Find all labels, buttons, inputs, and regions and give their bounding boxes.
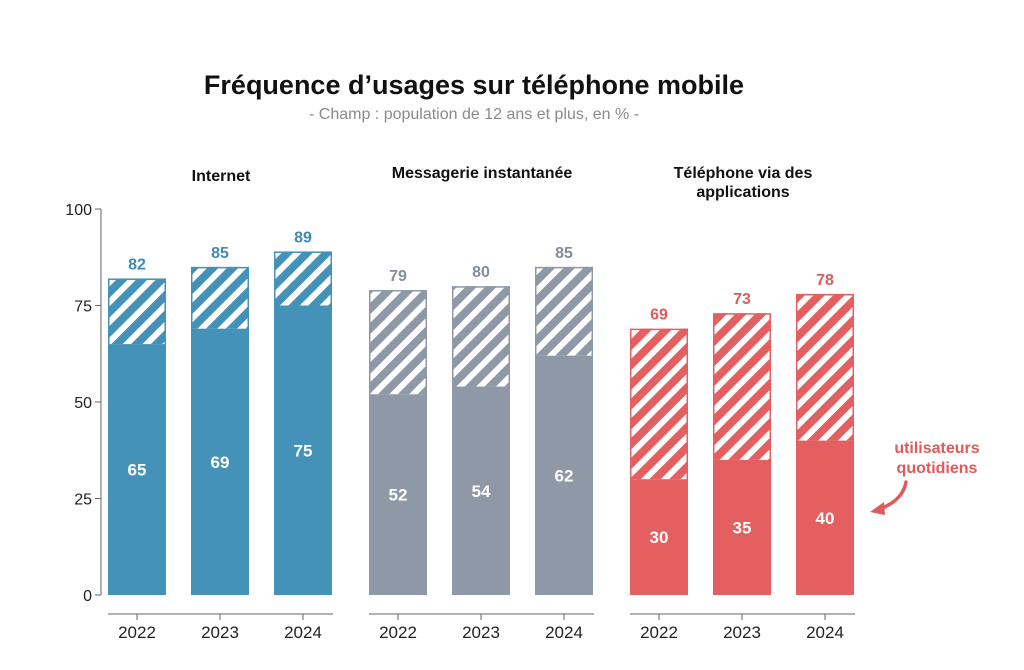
y-tick-label: 25: [74, 492, 92, 509]
bar-daily: [796, 440, 854, 595]
y-tick-label: 0: [83, 588, 92, 605]
annotation-text: quotidiens: [897, 460, 978, 477]
bar-outline: [108, 278, 166, 595]
bar-total-hatched: [713, 313, 771, 460]
panel-1: Internet 2022 82 65 2023 85 69 2024 89 75: [108, 168, 333, 642]
bar-daily: [535, 355, 593, 595]
bar-total-hatched: [108, 278, 166, 345]
annotation-text: utilisateurs: [894, 440, 979, 457]
x-tick-label: 2023: [723, 623, 761, 642]
bar-outline: [630, 328, 688, 595]
daily-users-annotation: utilisateurs quotidiens: [870, 440, 980, 515]
y-axis: 0 25 50 75 100: [65, 202, 102, 605]
panel-3: Téléphone via des applications 2022 69 30 202…: [630, 165, 855, 642]
panel-title: Internet: [192, 168, 251, 185]
chart-title: Fréquence d’usages sur téléphone mobile: [204, 70, 744, 100]
bar-outline: [191, 266, 249, 595]
bar-total-hatched: [630, 328, 688, 480]
total-value-label: 89: [294, 229, 312, 246]
daily-value-label: 30: [650, 528, 669, 547]
total-value-label: 73: [733, 291, 751, 308]
daily-value-label: 52: [389, 486, 408, 505]
total-value-label: 85: [211, 245, 229, 262]
bar-daily: [630, 479, 688, 595]
bar-daily: [369, 394, 427, 595]
daily-value-label: 69: [211, 453, 230, 472]
bar-daily: [274, 305, 332, 595]
bar-outline: [369, 290, 427, 595]
total-value-label: 85: [555, 245, 573, 262]
x-tick-label: 2023: [462, 623, 500, 642]
y-tick-label: 75: [74, 299, 92, 316]
y-tick-label: 100: [65, 202, 92, 219]
daily-value-label: 35: [733, 518, 752, 537]
x-tick-label: 2022: [640, 623, 678, 642]
y-tick-label: 50: [74, 395, 92, 412]
bar-total-hatched: [274, 251, 332, 306]
bar-daily: [452, 386, 510, 595]
bar-outline: [713, 313, 771, 595]
x-tick-label: 2024: [545, 623, 583, 642]
bar-total-hatched: [369, 290, 427, 395]
total-value-label: 82: [128, 256, 146, 273]
x-tick-label: 2024: [806, 623, 844, 642]
bar-total-hatched: [535, 266, 593, 356]
bar-total-hatched: [796, 293, 854, 441]
total-value-label: 78: [816, 272, 834, 289]
bar-total-hatched: [191, 266, 249, 329]
annotation-arrowhead: [870, 502, 885, 515]
bar-daily: [713, 459, 771, 595]
bar-outline: [274, 251, 332, 596]
bar-daily: [108, 344, 166, 595]
total-value-label: 69: [650, 307, 668, 324]
panel-2: Messagerie instantanée 2022 79 52 2023 80 54 20…: [369, 165, 594, 642]
x-tick-label: 2023: [201, 623, 239, 642]
panel-title: applications: [696, 184, 789, 201]
panel-title: Messagerie instantanée: [392, 165, 573, 182]
x-tick-label: 2022: [118, 623, 156, 642]
bar-outline: [535, 266, 593, 595]
total-value-label: 79: [389, 268, 407, 285]
panel-title: Téléphone via des: [674, 165, 813, 182]
x-tick-label: 2022: [379, 623, 417, 642]
total-value-label: 80: [472, 264, 490, 281]
daily-value-label: 75: [294, 441, 313, 460]
chart-panels: Internet 2022 82 65 2023 85 69 2024 89 75 Messager…: [108, 165, 855, 642]
daily-value-label: 65: [128, 461, 147, 480]
daily-value-label: 54: [472, 482, 491, 501]
x-tick-label: 2024: [284, 623, 322, 642]
chart-subtitle: - Champ : population de 12 ans et plus, …: [309, 106, 639, 123]
daily-value-label: 40: [816, 509, 835, 528]
bar-total-hatched: [452, 286, 510, 387]
bar-daily: [191, 328, 249, 595]
bar-outline: [796, 293, 854, 595]
bar-outline: [452, 286, 510, 595]
daily-value-label: 62: [555, 466, 574, 485]
